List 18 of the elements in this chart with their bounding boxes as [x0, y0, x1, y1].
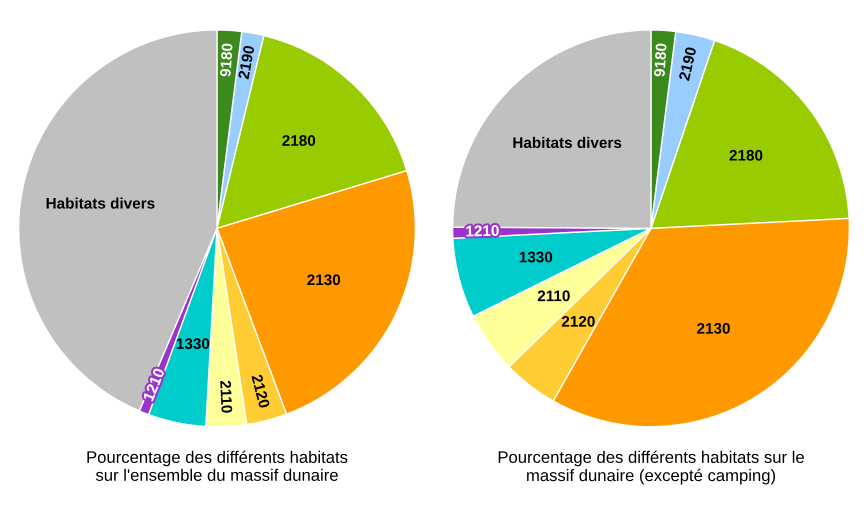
slice-label: Habitats divers — [46, 197, 154, 209]
slice-label: 2110 — [220, 380, 232, 413]
slice-label: 2130 — [307, 274, 340, 286]
text: Pourcentage des différents habitats sur le massif dunaire (excepté camping) — [498, 450, 804, 484]
slice-label: 2190 — [678, 46, 696, 81]
slice-label: 1330 — [176, 338, 210, 350]
slice-label: 2180 — [730, 150, 762, 161]
slice-label: 2120 — [251, 374, 270, 408]
slice-label: 9180 — [220, 43, 233, 77]
slice-label: 1330 — [520, 252, 552, 262]
slice-label: 2130 — [697, 322, 730, 334]
slice-label: 2190 — [238, 45, 255, 80]
slice-label: 9180 — [654, 43, 667, 77]
slice-label: 2120 — [562, 316, 595, 327]
slice-label: 2180 — [282, 135, 316, 146]
slice-label: Habitats divers — [513, 136, 622, 148]
text: Pourcentage des différents habitats sur l'ensemble du massif dunaire — [87, 450, 348, 481]
slice-label: 2110 — [538, 290, 570, 302]
